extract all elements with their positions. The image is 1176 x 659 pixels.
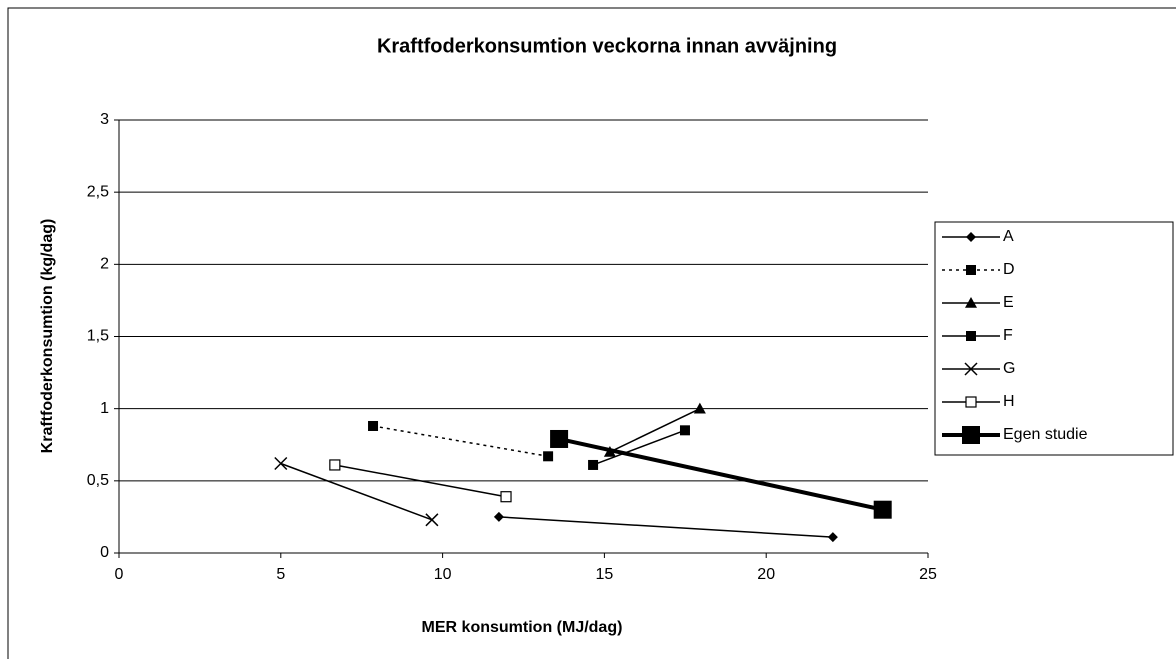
series-line <box>498 516 833 538</box>
x-tick-label: 20 <box>757 566 775 583</box>
y-axis-title: Kraftfoderkonsumtion (kg/dag) <box>39 219 56 454</box>
legend-marker <box>966 232 976 242</box>
legend-label: H <box>1003 393 1015 410</box>
y-tick-label: 0 <box>100 544 109 561</box>
marker <box>274 456 288 471</box>
x-tick-label: 0 <box>115 566 124 583</box>
legend-label: D <box>1003 261 1015 278</box>
y-tick-label: 1 <box>100 400 109 417</box>
legend-label: E <box>1003 294 1014 311</box>
series-line <box>592 429 686 466</box>
marker <box>588 459 599 470</box>
legend-label: G <box>1003 360 1015 377</box>
legend-marker <box>966 331 976 341</box>
marker <box>493 511 504 522</box>
series-line <box>558 437 884 512</box>
legend-marker <box>965 396 977 408</box>
marker <box>425 513 439 527</box>
marker <box>500 491 512 503</box>
marker <box>543 451 554 462</box>
legend-marker <box>965 297 977 308</box>
marker <box>827 532 838 543</box>
legend-label: Egen studie <box>1003 426 1088 443</box>
legend-marker <box>964 362 978 376</box>
x-tick-label: 10 <box>434 566 452 583</box>
marker <box>368 420 379 431</box>
series-line <box>609 407 701 453</box>
marker <box>550 429 569 448</box>
marker <box>329 459 341 471</box>
series-line <box>280 462 433 521</box>
y-tick-label: 3 <box>100 111 109 128</box>
legend-marker <box>962 426 980 444</box>
legend-label: F <box>1003 327 1013 344</box>
legend-marker <box>966 265 976 275</box>
legend-label: A <box>1003 228 1014 245</box>
marker <box>679 425 690 436</box>
y-tick-label: 0,5 <box>87 472 109 489</box>
chart-title: Kraftfoderkonsumtion veckorna innan avvä… <box>377 35 837 57</box>
y-tick-label: 2,5 <box>87 183 109 200</box>
series-line <box>372 425 549 458</box>
x-axis-title: MER konsumtion (MJ/dag) <box>422 619 623 636</box>
x-tick-label: 15 <box>596 566 614 583</box>
y-tick-label: 1,5 <box>87 328 109 345</box>
marker <box>873 500 892 519</box>
marker <box>693 402 706 414</box>
y-tick-label: 2 <box>100 256 109 273</box>
series-line <box>334 464 507 498</box>
x-tick-label: 25 <box>919 566 937 583</box>
x-tick-label: 5 <box>276 566 285 583</box>
